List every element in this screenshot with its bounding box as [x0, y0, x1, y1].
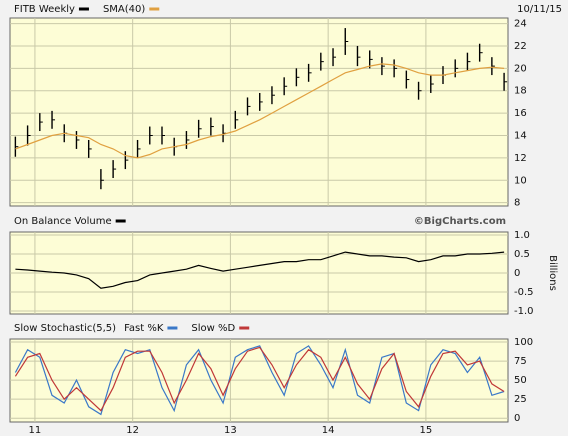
watermark: ©BigCharts.com: [414, 216, 506, 227]
y-tick-label: 0.5: [514, 249, 530, 260]
x-tick-label: 13: [224, 425, 237, 436]
x-tick-label: 11: [29, 425, 42, 436]
legend-label: On Balance Volume: [14, 216, 112, 227]
y-tick-label: 22: [514, 41, 527, 52]
series-line: [15, 63, 505, 159]
y-tick-label: -0.5: [514, 287, 534, 298]
legend-label: Fast %K: [124, 323, 164, 334]
x-tick-label: 12: [126, 425, 139, 436]
y-tick-label: 0: [514, 268, 520, 279]
y-tick-label: 8: [514, 198, 520, 209]
legend-label: Slow %D: [191, 323, 235, 334]
y-tick-label: 0: [514, 413, 520, 424]
y-tick-label: 10: [514, 175, 527, 186]
y-tick-label: 100: [514, 337, 533, 348]
y-tick-label: 12: [514, 153, 527, 164]
y-tick-label: 1.0: [514, 230, 530, 241]
y-tick-label: 14: [514, 131, 527, 142]
x-tick-label: 14: [322, 425, 335, 436]
y-tick-label: 16: [514, 108, 527, 119]
series-line: [15, 251, 505, 289]
y-tick-label: 25: [514, 394, 527, 405]
panel-title: Slow Stochastic(5,5): [14, 323, 116, 334]
y-axis-label: Billions: [547, 255, 558, 291]
y-tick-label: 24: [514, 19, 527, 30]
y-tick-label: -1.0: [514, 306, 534, 317]
series-line: [14, 346, 505, 412]
y-tick-label: 18: [514, 86, 527, 97]
x-tick-label: 15: [420, 425, 433, 436]
y-tick-label: 20: [514, 63, 527, 74]
plot-frame: [9, 17, 509, 207]
y-tick-label: 50: [514, 375, 527, 386]
legend-label: SMA(40): [103, 4, 145, 15]
legend-label: FITB Weekly: [14, 4, 75, 15]
y-tick-label: 75: [514, 356, 527, 367]
date-label: 10/11/15: [517, 4, 562, 15]
